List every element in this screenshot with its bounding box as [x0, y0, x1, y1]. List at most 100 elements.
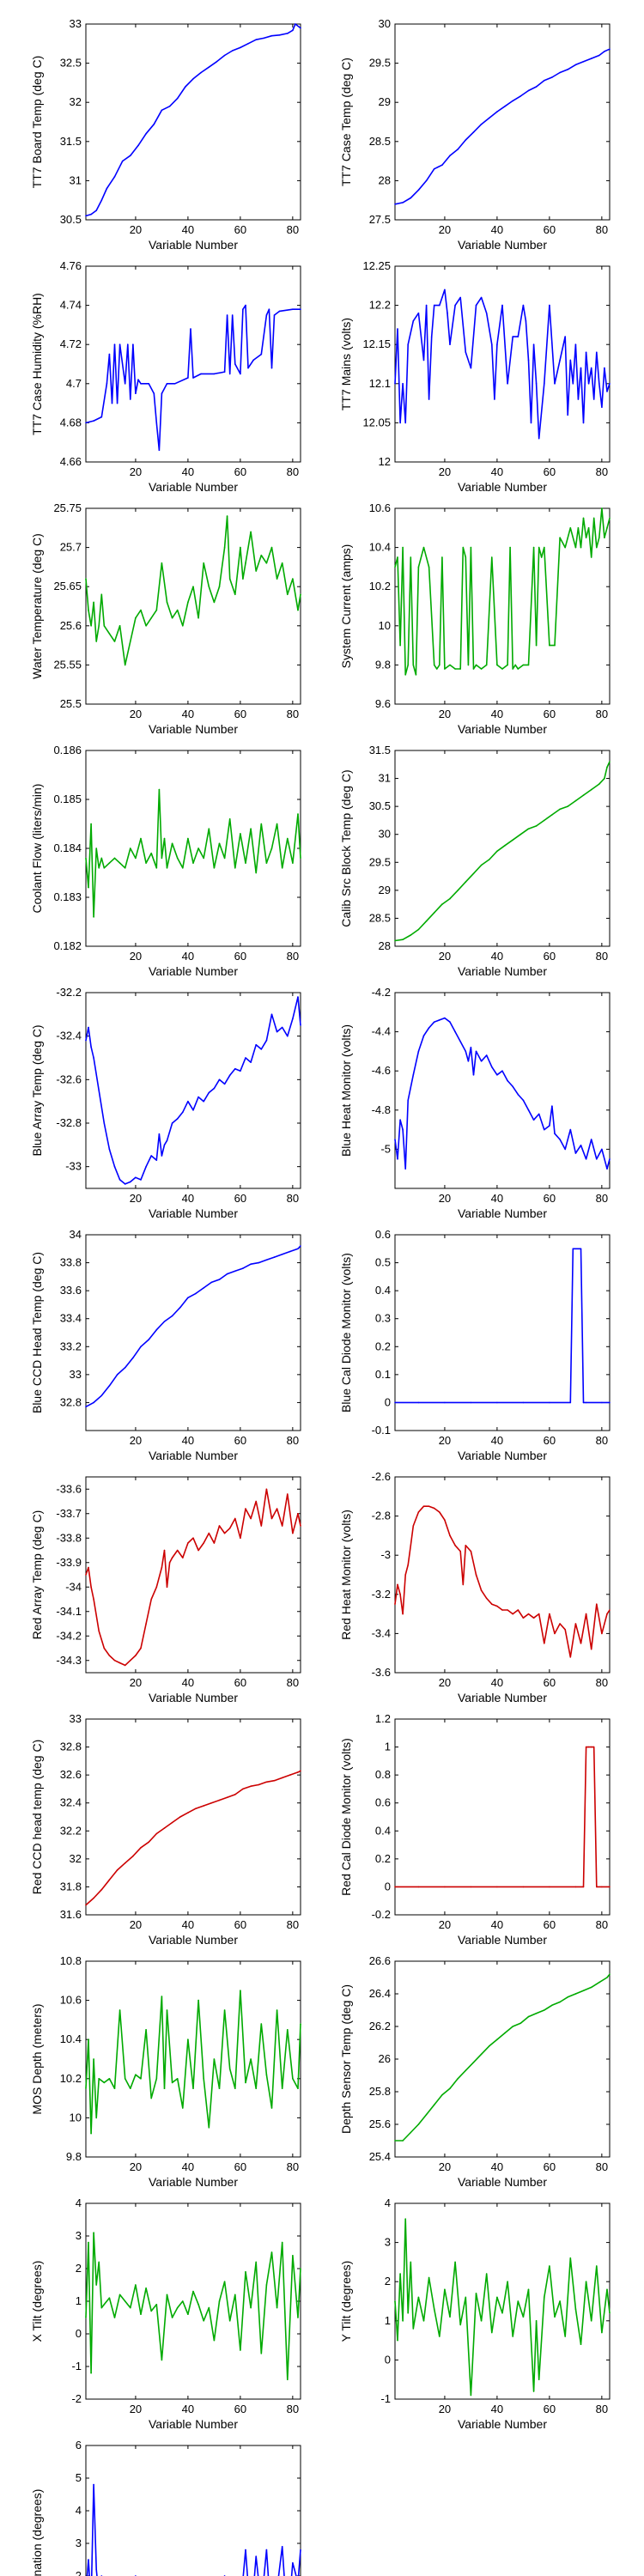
data-point [519, 833, 522, 835]
data-point [108, 1148, 111, 1151]
data-point [585, 1746, 587, 1748]
data-point [598, 1981, 600, 1984]
data-point [124, 383, 126, 385]
data-point [93, 2232, 94, 2233]
data-point [228, 1074, 231, 1077]
data-point [197, 1096, 199, 1098]
data-point [569, 2257, 572, 2259]
data-point [187, 2038, 189, 2040]
x-axis-label: Variable Number [149, 2417, 238, 2431]
y-tick-label: 33.6 [60, 1284, 82, 1297]
axes-frame [394, 1234, 611, 1431]
data-point [433, 304, 435, 307]
data-point [150, 2310, 152, 2312]
data-point [197, 1549, 199, 1552]
data-point [459, 1041, 461, 1042]
data-point [590, 556, 592, 558]
data-point [88, 2241, 89, 2244]
axes-frame [85, 1718, 301, 1916]
y-tick-label: 3 [385, 2236, 391, 2249]
data-point [270, 2107, 273, 2109]
y-tick-label: 26.2 [369, 2020, 391, 2032]
x-tick-label: 80 [287, 708, 299, 720]
data-point [98, 625, 100, 627]
y-tick-label: -4.2 [372, 986, 391, 999]
data-point [208, 2306, 210, 2309]
data-point [559, 359, 561, 361]
y-tick-label: 0.182 [53, 939, 82, 952]
y-tick-label: 26.6 [369, 1954, 391, 1967]
y-tick-label: -1 [380, 2392, 391, 2405]
data-point [544, 2296, 545, 2299]
data-point [135, 2074, 137, 2075]
x-tick-label: 20 [130, 1192, 142, 1205]
data-point [113, 1659, 116, 1662]
y-tick-label: -4.8 [372, 1103, 391, 1116]
data-point [90, 2372, 92, 2374]
data-point [166, 383, 168, 385]
data-point [240, 1537, 241, 1539]
data-point [606, 766, 608, 769]
data-point [265, 1259, 268, 1261]
y-tick-label: 31.5 [60, 135, 82, 148]
y-tick-label: 32 [70, 95, 82, 108]
x-tick-label: 80 [596, 2160, 608, 2173]
data-point [108, 2297, 111, 2299]
data-point [580, 2343, 582, 2345]
subplot-1: 30.5 31 31.5 32 32.5 33 20 40 60 80 Variable Numbe… [30, 17, 301, 252]
data-point [569, 1401, 572, 1404]
x-axis-label: Variable Number [458, 1691, 547, 1704]
series-line [395, 1746, 610, 1888]
y-tick-label: 32.2 [60, 1824, 82, 1837]
data-point [596, 546, 598, 549]
data-point [449, 897, 451, 900]
data-point [140, 1179, 142, 1181]
data-point [564, 1148, 566, 1151]
data-point [195, 1807, 197, 1809]
data-point [428, 398, 430, 400]
data-point [459, 668, 461, 670]
data-point [512, 668, 513, 670]
data-point [457, 2078, 459, 2080]
subplot-11: 32.8 33 33.2 33.4 33.6 33.8 34 20 40 60 80 Variable… [30, 1228, 301, 1462]
data-point [292, 578, 294, 580]
data-point [297, 1248, 299, 1250]
y-tick-label: 12.15 [362, 337, 391, 350]
data-point [567, 1996, 568, 1998]
data-point [85, 215, 87, 217]
data-point [512, 1085, 513, 1088]
data-point [522, 1617, 525, 1619]
data-point [171, 1557, 173, 1558]
data-point [132, 1855, 134, 1857]
y-axis-label: TT7 Board Temp (deg C) [30, 56, 44, 189]
data-point [185, 86, 186, 88]
data-point [213, 1087, 216, 1090]
data-point [300, 2549, 301, 2551]
data-point [441, 903, 443, 905]
data-point [182, 2300, 184, 2302]
data-point [472, 2062, 475, 2063]
data-point [467, 664, 470, 666]
data-point [182, 2107, 184, 2109]
data-point [140, 2078, 142, 2080]
data-point [161, 109, 163, 112]
x-axis-label: Variable Number [149, 1691, 238, 1704]
y-tick-label: 29 [379, 884, 391, 896]
data-point [433, 167, 435, 170]
data-point [433, 1021, 435, 1023]
data-point [171, 2081, 173, 2084]
y-tick-label: 33 [70, 1368, 82, 1381]
x-tick-label: 40 [491, 223, 503, 236]
data-point [410, 934, 412, 936]
data-point [150, 852, 152, 854]
data-point [287, 593, 289, 596]
y-tick-label: 29.5 [369, 855, 391, 868]
data-point [90, 213, 92, 216]
data-point [433, 912, 435, 914]
subplot-9: -33 -32.8 -32.6 -32.4 -32.2 20 40 60 80 Variable … [30, 986, 301, 1220]
x-axis-label: Variable Number [458, 480, 547, 494]
y-tick-label: 10.2 [369, 580, 391, 592]
subplot-17: 9.8 10 10.2 10.4 10.6 10.8 20 40 60 80 Variable Nu… [30, 1954, 301, 2189]
data-point [242, 308, 244, 311]
y-tick-label: 0.4 [375, 1824, 391, 1837]
